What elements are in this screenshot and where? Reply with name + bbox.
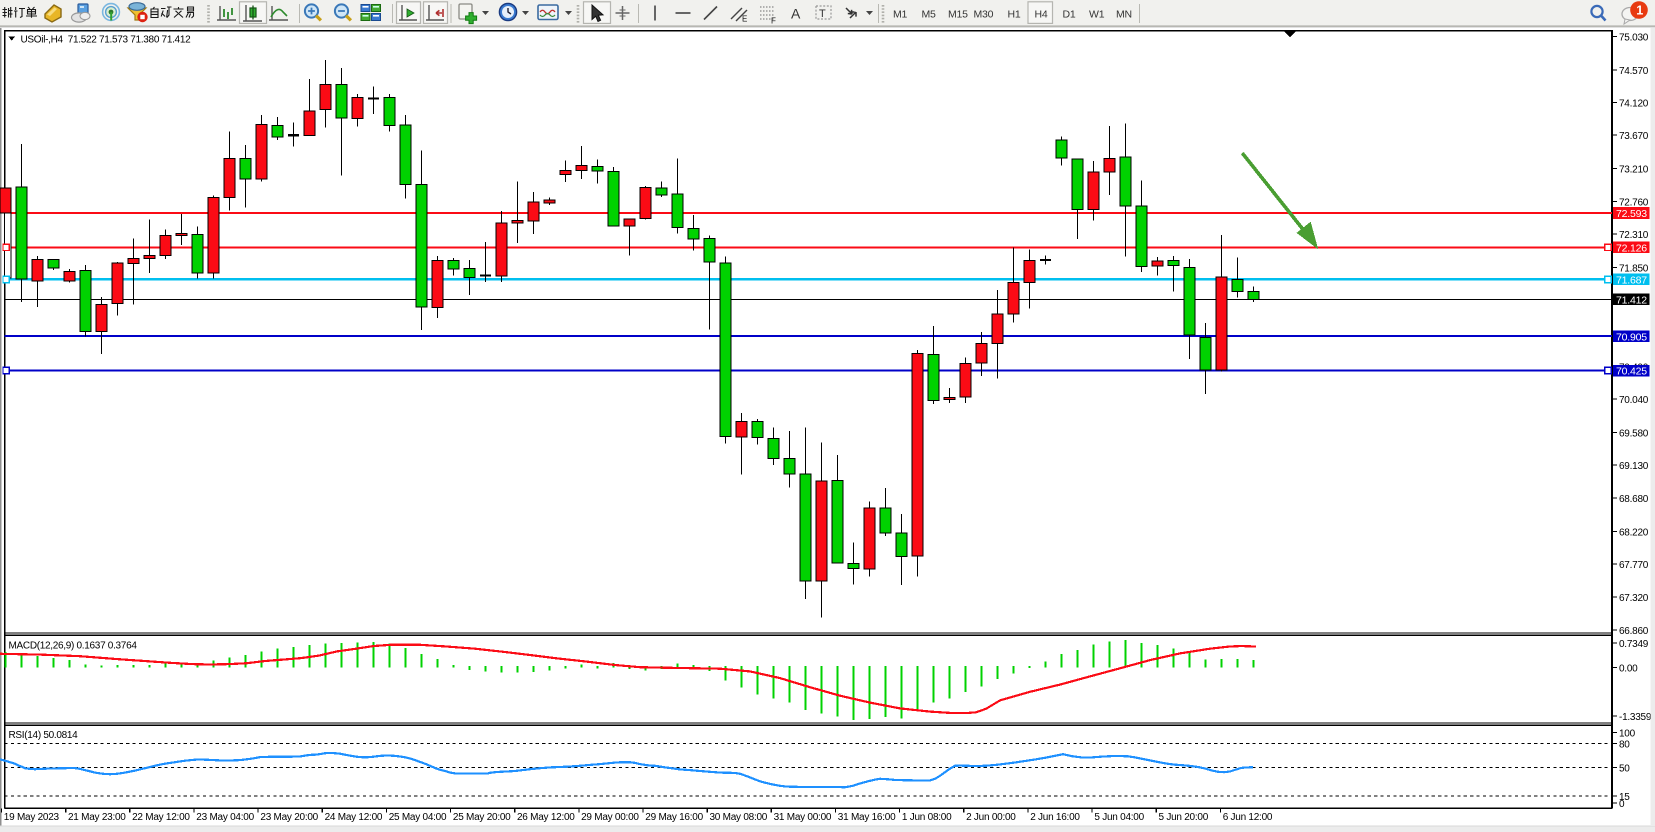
svg-text:0.7349: 0.7349 [1619,639,1649,650]
svg-text:W1: W1 [1089,9,1105,21]
svg-text:30 May 08:00: 30 May 08:00 [710,812,768,823]
svg-text:26 May 12:00: 26 May 12:00 [517,812,575,823]
svg-text:MN: MN [1116,9,1132,21]
svg-text:29 May 00:00: 29 May 00:00 [581,812,639,823]
svg-text:F: F [771,17,776,26]
svg-text:USOil-,H4 71.522 71.573 71.38: USOil-,H4 71.522 71.573 71.380 71.412 [21,35,192,46]
svg-text:73.670: 73.670 [1619,131,1649,142]
svg-text:23 May 20:00: 23 May 20:00 [260,812,318,823]
svg-text:75.030: 75.030 [1619,32,1649,43]
svg-text:70.040: 70.040 [1619,395,1649,406]
svg-text:66.860: 66.860 [1619,626,1649,637]
svg-text:100: 100 [1619,729,1636,740]
svg-text:72.310: 72.310 [1619,230,1649,241]
svg-text:25 May 04:00: 25 May 04:00 [389,812,447,823]
svg-text:50: 50 [1619,763,1630,774]
svg-text:1: 1 [1636,4,1643,18]
svg-text:31 May 16:00: 31 May 16:00 [838,812,896,823]
svg-text:T: T [819,8,826,20]
svg-text:19 May 2023: 19 May 2023 [4,812,60,823]
svg-text:74.120: 74.120 [1619,99,1649,110]
svg-text:RSI(14) 50.0814: RSI(14) 50.0814 [9,730,79,741]
svg-text:68.220: 68.220 [1619,527,1649,538]
svg-text:70.425: 70.425 [1616,366,1647,378]
svg-text:72.593: 72.593 [1616,208,1647,220]
svg-text:24 May 12:00: 24 May 12:00 [325,812,383,823]
svg-text:69.130: 69.130 [1619,461,1649,472]
svg-text:6 Jun 12:00: 6 Jun 12:00 [1223,812,1273,823]
svg-text:M5: M5 [922,9,937,21]
svg-text:71.850: 71.850 [1619,264,1649,275]
svg-text:0: 0 [1619,799,1625,810]
svg-text:0.00: 0.00 [1619,663,1638,674]
svg-text:D1: D1 [1063,9,1076,21]
svg-text:67.320: 67.320 [1619,593,1649,604]
svg-text:2 Jun 00:00: 2 Jun 00:00 [966,812,1016,823]
svg-text:A: A [791,6,801,22]
svg-text:29 May 16:00: 29 May 16:00 [645,812,703,823]
svg-text:M1: M1 [893,9,908,21]
svg-text:74.570: 74.570 [1619,66,1649,77]
svg-text:67.770: 67.770 [1619,560,1649,571]
svg-text:M15: M15 [948,9,968,21]
svg-text:23 May 04:00: 23 May 04:00 [196,812,254,823]
svg-text:M30: M30 [974,9,994,21]
svg-text:80: 80 [1619,739,1630,750]
svg-text:15: 15 [1619,792,1630,803]
svg-text:72.760: 72.760 [1619,197,1649,208]
svg-text:71.412: 71.412 [1616,295,1647,307]
svg-text:68.680: 68.680 [1619,494,1649,505]
svg-text:E: E [742,15,747,24]
svg-text:72.126: 72.126 [1616,243,1647,255]
svg-text:73.210: 73.210 [1619,165,1649,176]
svg-text:-1.3359: -1.3359 [1619,712,1652,723]
svg-text:71.687: 71.687 [1616,275,1647,287]
svg-text:21 May 23:00: 21 May 23:00 [68,812,126,823]
svg-text:MACD(12,26,9) 0.1637 0.3764: MACD(12,26,9) 0.1637 0.3764 [9,640,138,651]
svg-text:31 May 00:00: 31 May 00:00 [774,812,832,823]
svg-text:5 Jun 04:00: 5 Jun 04:00 [1094,812,1144,823]
svg-text:25 May 20:00: 25 May 20:00 [453,812,511,823]
svg-text:70.905: 70.905 [1616,331,1647,343]
svg-text:2 Jun 16:00: 2 Jun 16:00 [1030,812,1080,823]
svg-text:1 Jun 08:00: 1 Jun 08:00 [902,812,952,823]
svg-text:69.580: 69.580 [1619,429,1649,440]
svg-text:H1: H1 [1008,9,1021,21]
svg-text:5 Jun 20:00: 5 Jun 20:00 [1159,812,1209,823]
svg-text:22 May 12:00: 22 May 12:00 [132,812,190,823]
svg-text:H4: H4 [1035,9,1048,21]
